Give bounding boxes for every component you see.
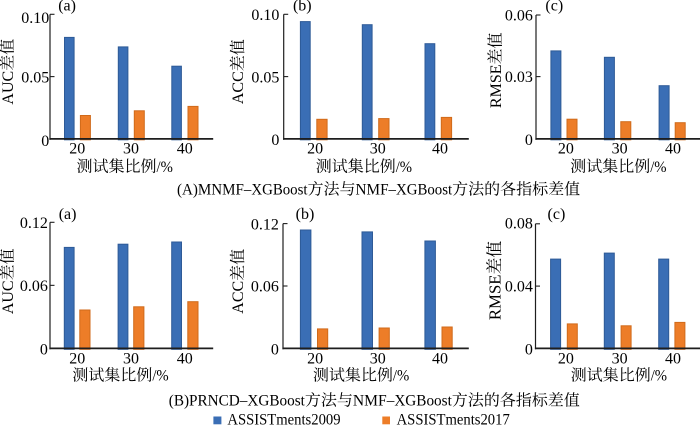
svg-text:AUC: AUC (0, 280, 17, 314)
svg-text:40: 40 (177, 140, 193, 157)
svg-text:AUC: AUC (0, 71, 17, 105)
svg-text:/%: /% (393, 368, 409, 385)
svg-text:(a): (a) (58, 0, 76, 14)
svg-text:30: 30 (370, 140, 386, 157)
svg-text:0.10: 0.10 (251, 7, 279, 24)
svg-text:0: 0 (41, 133, 49, 150)
svg-text:20: 20 (558, 350, 574, 367)
svg-text:–: – (386, 393, 396, 410)
svg-text:0.04: 0.04 (505, 279, 533, 296)
svg-text:(c): (c) (545, 0, 563, 14)
svg-text:40: 40 (432, 140, 448, 157)
svg-text:0.12: 0.12 (20, 215, 48, 232)
svg-text:30: 30 (612, 140, 628, 157)
svg-text:0.03: 0.03 (505, 69, 533, 86)
svg-text:/%: /% (152, 368, 168, 385)
svg-text:(a): (a) (59, 206, 77, 223)
svg-text:40: 40 (432, 350, 448, 367)
svg-text:0.06: 0.06 (505, 8, 533, 25)
svg-text:30: 30 (370, 350, 386, 367)
svg-text:0.10: 0.10 (21, 10, 49, 27)
svg-text:30: 30 (123, 350, 139, 367)
svg-text:/%: /% (651, 368, 667, 385)
svg-text:0: 0 (271, 342, 279, 359)
svg-text:–: – (243, 182, 252, 199)
svg-text:0: 0 (40, 341, 48, 358)
svg-text:20: 20 (307, 350, 323, 367)
svg-text:(c): (c) (548, 206, 566, 223)
svg-text:–: – (239, 393, 249, 410)
svg-text:(A)MNMF: (A)MNMF (177, 182, 244, 199)
svg-text:(b): (b) (296, 206, 315, 223)
svg-text:0.05: 0.05 (21, 69, 49, 86)
svg-text:30: 30 (123, 140, 139, 157)
svg-text:(B)PRNCD: (B)PRNCD (169, 393, 240, 410)
svg-text:/%: /% (396, 159, 412, 176)
svg-text:30: 30 (612, 350, 628, 367)
svg-text:NMF: NMF (353, 393, 387, 410)
svg-text:XGBoost: XGBoost (394, 393, 452, 410)
svg-text:XGBoost: XGBoost (247, 393, 305, 410)
svg-text:ASSISTments2017: ASSISTments2017 (397, 412, 510, 427)
svg-text:ASSISTments2009: ASSISTments2009 (227, 412, 340, 427)
svg-text:RMSE: RMSE (485, 274, 504, 320)
svg-text:0.05: 0.05 (251, 69, 279, 86)
svg-text:–: – (388, 182, 397, 199)
svg-text:0: 0 (525, 132, 533, 149)
svg-text:0: 0 (271, 132, 279, 149)
svg-text:20: 20 (307, 140, 323, 157)
svg-text:0.12: 0.12 (251, 217, 279, 234)
svg-text:XGBoost: XGBoost (396, 182, 453, 199)
svg-text:ACC: ACC (230, 71, 247, 104)
svg-text:40: 40 (177, 350, 193, 367)
svg-text:NMF: NMF (356, 182, 389, 199)
svg-text:/%: /% (650, 159, 666, 176)
svg-text:XGBoost: XGBoost (251, 182, 308, 199)
svg-text:20: 20 (69, 350, 85, 367)
svg-text:RMSE: RMSE (488, 65, 505, 109)
svg-text:(b): (b) (293, 0, 312, 14)
svg-text:40: 40 (665, 140, 681, 157)
svg-text:0.08: 0.08 (505, 215, 533, 232)
svg-text:40: 40 (665, 350, 681, 367)
svg-text:20: 20 (69, 140, 85, 157)
svg-text:20: 20 (558, 140, 574, 157)
svg-text:/%: /% (157, 159, 173, 176)
svg-text:0.06: 0.06 (20, 278, 48, 295)
svg-text:0.06: 0.06 (251, 279, 279, 296)
svg-text:0: 0 (525, 341, 533, 358)
svg-text:ACC: ACC (230, 281, 247, 314)
